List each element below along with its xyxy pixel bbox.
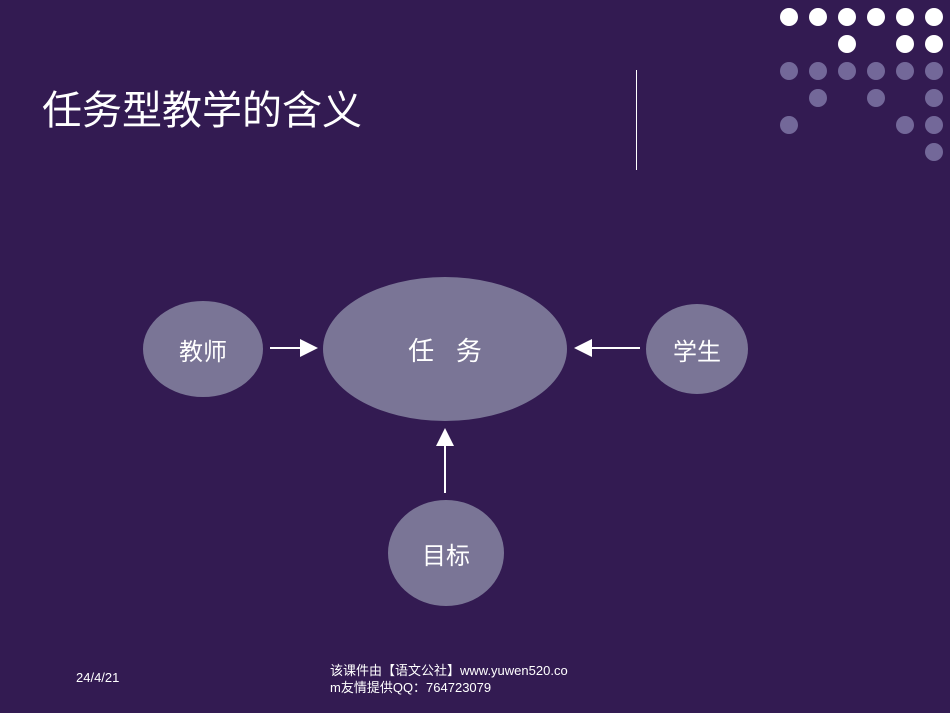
footer-credit: 该课件由【语文公社】www.yuwen520.co m友情提供QQ：764723…	[330, 663, 568, 697]
footer-date: 24/4/21	[76, 670, 119, 685]
arrows-svg	[0, 0, 950, 713]
footer-credit-line1: 该课件由【语文公社】www.yuwen520.co	[330, 663, 568, 680]
slide: 任务型教学的含义 教师 任 务 学生 目标 24/4/21 该课件由【语文公社】…	[0, 0, 950, 713]
footer-credit-line2: m友情提供QQ：764723079	[330, 680, 568, 697]
